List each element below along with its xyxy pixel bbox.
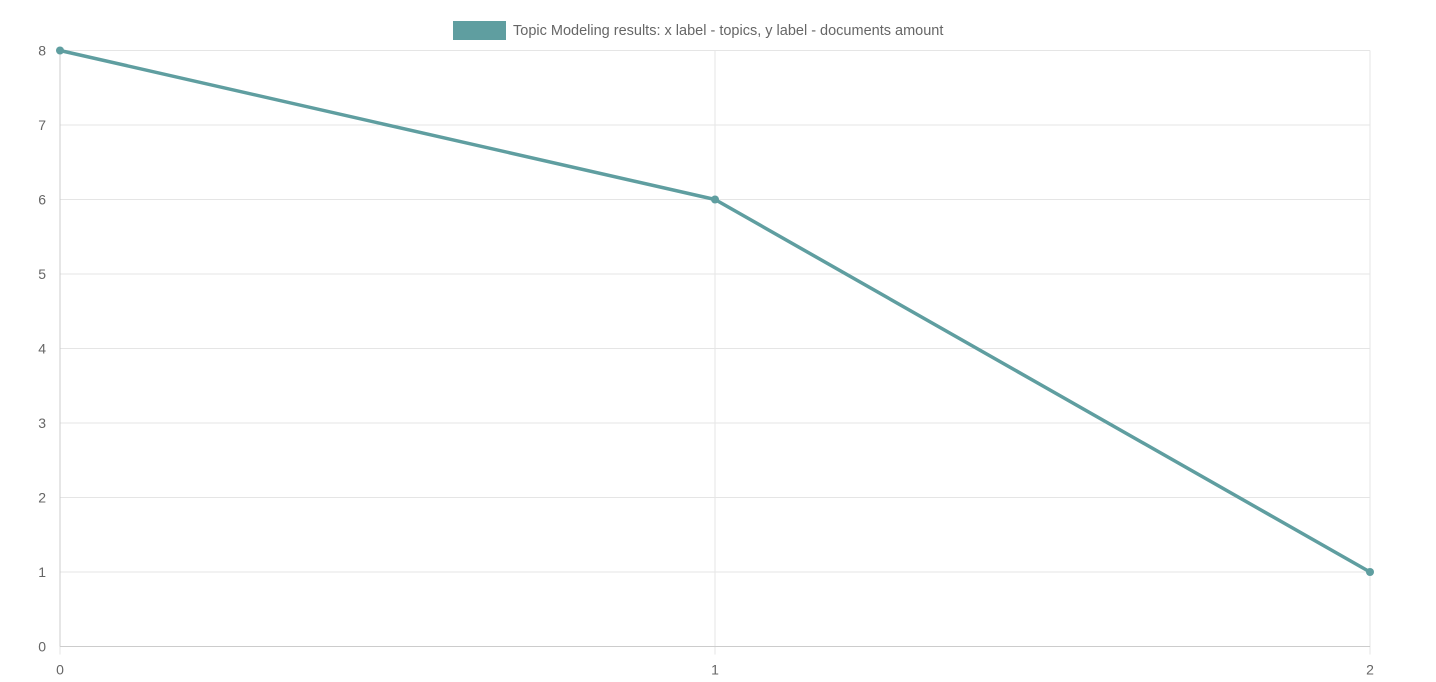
x-tick-label: 2 xyxy=(1366,662,1374,678)
y-tick-label: 8 xyxy=(38,43,46,59)
y-tick-label: 6 xyxy=(38,192,46,208)
x-tick-label: 1 xyxy=(711,662,719,678)
y-tick-label: 0 xyxy=(38,639,46,655)
data-point[interactable] xyxy=(56,46,64,55)
y-tick-label: 5 xyxy=(38,266,46,282)
x-tick-label: 0 xyxy=(56,662,64,678)
data-point[interactable] xyxy=(1366,568,1374,576)
legend[interactable]: Topic Modeling results: x label - topics… xyxy=(453,21,943,40)
series-layer xyxy=(56,46,1374,576)
legend-label[interactable]: Topic Modeling results: x label - topics… xyxy=(513,23,943,39)
y-tick-label: 4 xyxy=(38,341,46,357)
y-tick-label: 3 xyxy=(38,415,46,431)
grid xyxy=(60,50,1371,647)
axes xyxy=(59,50,1371,655)
tick-labels: 0 1 2 3 4 5 6 7 8 0 1 2 xyxy=(38,43,1374,678)
y-tick-label: 2 xyxy=(38,490,46,506)
legend-swatch[interactable] xyxy=(453,21,506,40)
y-tick-label: 7 xyxy=(38,117,46,133)
data-point[interactable] xyxy=(711,195,719,204)
y-tick-label: 1 xyxy=(38,564,46,580)
